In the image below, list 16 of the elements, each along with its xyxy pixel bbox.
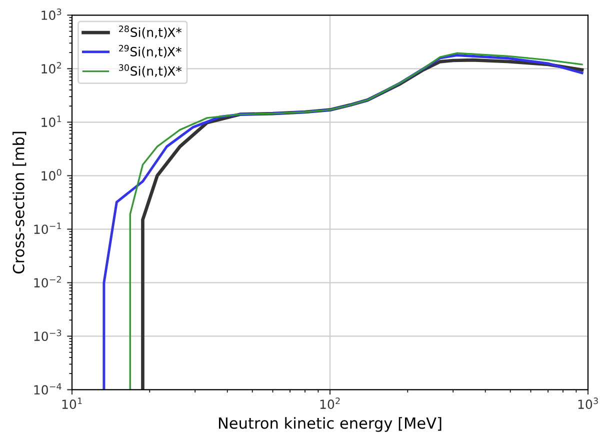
y-tick-label: 10$^{0}$ xyxy=(42,169,62,181)
y-tick-label: 10$^{3}$ xyxy=(42,8,62,20)
legend-label: $^{29}$Si(n,t)X* xyxy=(119,44,182,58)
x-tick-label: 10$^{3}$ xyxy=(578,398,598,409)
x-tick-label: 10$^{2}$ xyxy=(320,398,340,409)
y-axis-title: Cross-section [mb] xyxy=(12,132,26,274)
y-tick-label: 10$^{−3}$ xyxy=(34,330,62,342)
legend-label: $^{28}$Si(n,t)X* xyxy=(119,26,182,38)
y-tick-label: 10$^{2}$ xyxy=(42,62,61,74)
y-tick-label: 10$^{−2}$ xyxy=(34,276,61,288)
y-tick-label: 10$^{1}$ xyxy=(42,116,62,128)
x-tick-label: 10$^{1}$ xyxy=(62,398,82,410)
x-axis-title: Neutron kinetic energy [MeV] xyxy=(218,417,442,432)
y-tick-label: 10$^{−1}$ xyxy=(34,222,62,234)
legend-label: $^{30}$Si(n,t)X* xyxy=(119,64,182,78)
y-tick-label: 10$^{−4}$ xyxy=(34,383,62,395)
